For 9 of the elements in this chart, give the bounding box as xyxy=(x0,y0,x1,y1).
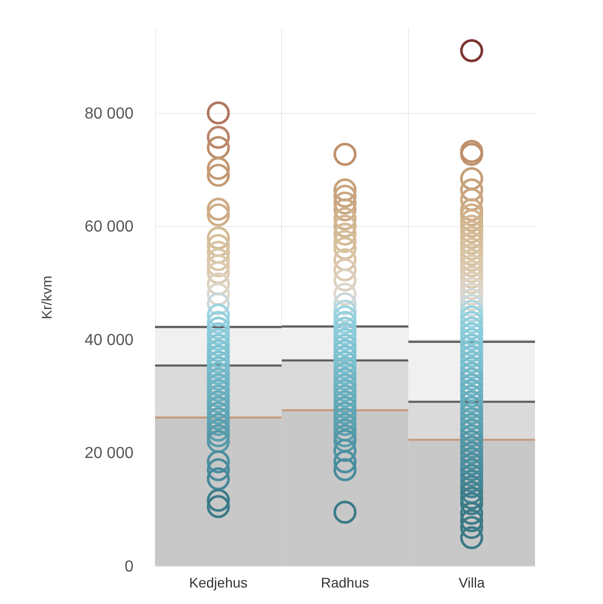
y-tick-label: 80 000 xyxy=(84,105,134,122)
x-tick-label: Villa xyxy=(458,574,485,590)
y-tick-label: 20 000 xyxy=(84,445,134,462)
y-tick-label: 40 000 xyxy=(84,332,134,349)
y-axis-title: Kr/kvm xyxy=(38,276,55,320)
y-tick-label: 0 xyxy=(124,558,134,576)
y-tick-label: 60 000 xyxy=(84,218,134,236)
x-tick-label: Kedjehus xyxy=(189,574,248,590)
x-tick-label: Radhus xyxy=(320,574,370,590)
